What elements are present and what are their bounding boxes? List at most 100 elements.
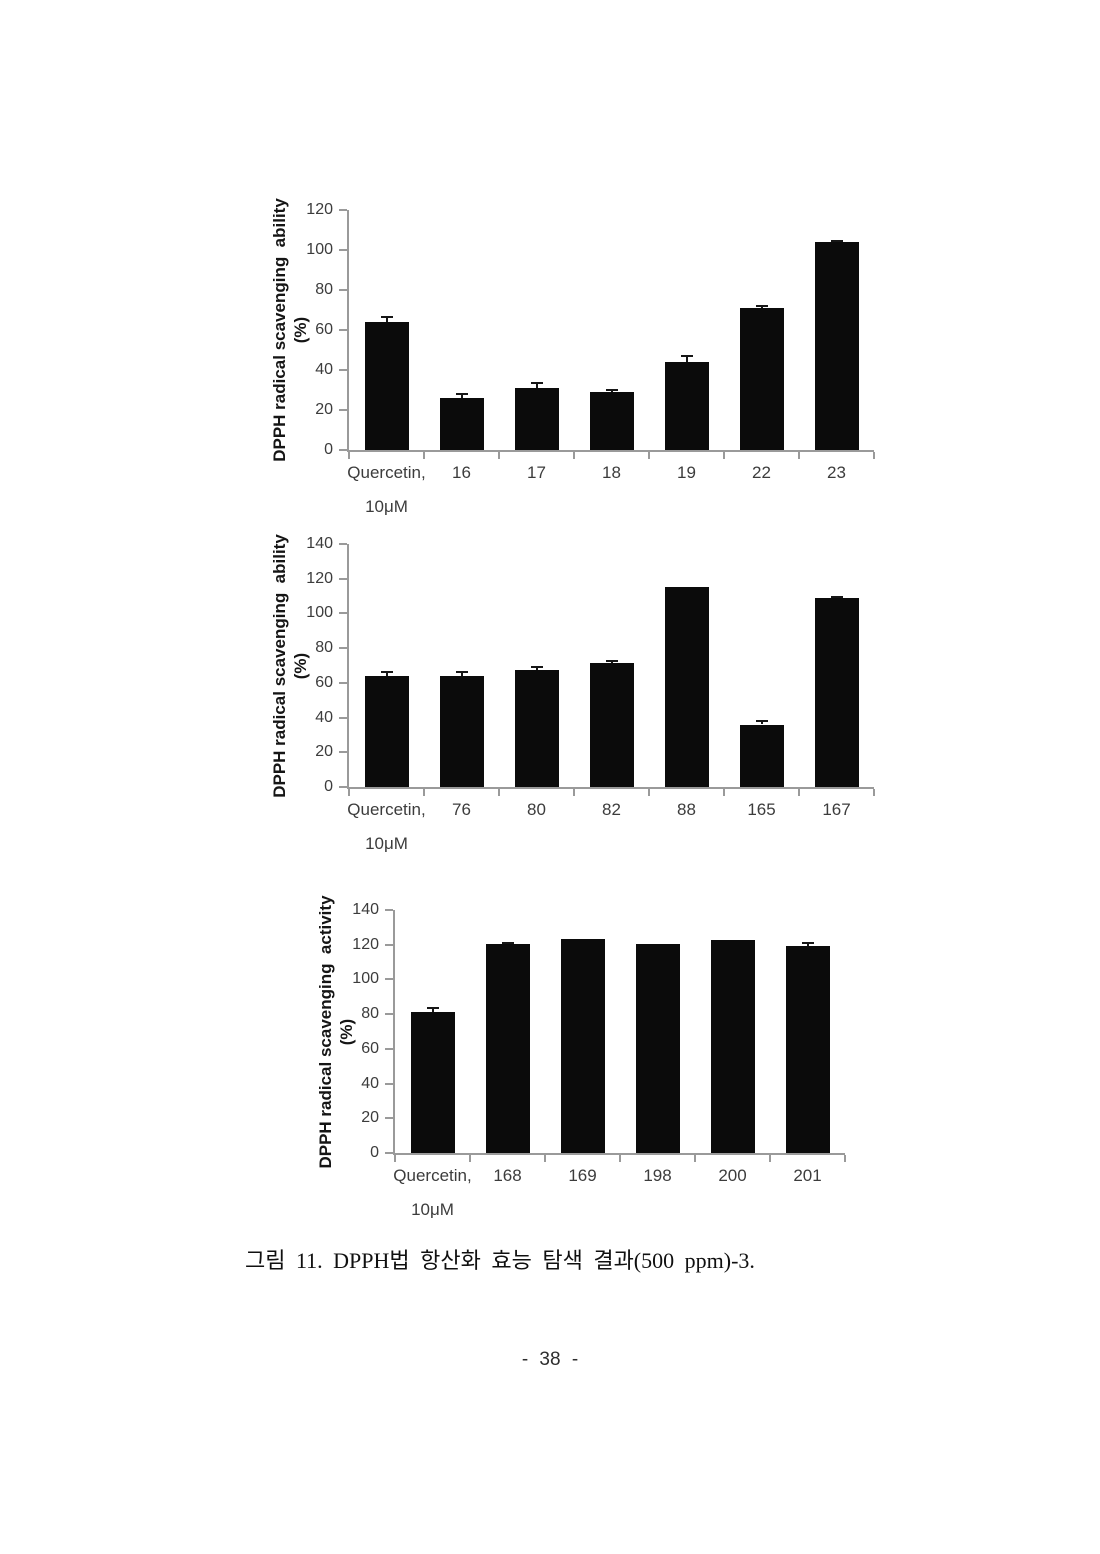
x-tick-mark	[394, 1155, 396, 1162]
x-tick-mark	[544, 1155, 546, 1162]
y-tick-mark	[339, 249, 347, 251]
x-category-label: 22	[752, 463, 771, 482]
bar	[485, 943, 530, 1153]
error-bar-cap	[426, 1007, 439, 1010]
y-tick-label: 80	[315, 281, 333, 298]
y-tick-mark	[339, 329, 347, 331]
x-category-label: 200	[718, 1166, 747, 1185]
y-tick-label: 20	[315, 743, 333, 761]
x-tick-mark	[573, 789, 575, 796]
y-tick-label: 100	[306, 604, 333, 622]
y-axis-title-unit: (%)	[291, 316, 310, 344]
y-tick-mark	[339, 409, 347, 411]
error-bar-cap	[755, 720, 768, 723]
error-bar-cap	[530, 382, 543, 384]
y-tick-label: 40	[315, 708, 333, 726]
bar	[364, 675, 409, 787]
x-category-label: 17	[527, 463, 546, 482]
y-tick-mark	[339, 751, 347, 754]
error-bar-cap	[830, 240, 843, 242]
x-tick-mark	[498, 452, 500, 459]
x-category-label: 16	[452, 463, 471, 482]
y-tick-label: 80	[361, 1005, 379, 1023]
bar	[664, 587, 709, 787]
error-bar-cap	[680, 355, 693, 358]
error-bar-cap	[801, 942, 814, 945]
bar	[439, 675, 484, 787]
y-tick-mark	[339, 716, 347, 719]
x-tick-mark	[844, 1155, 846, 1162]
y-tick-mark	[339, 647, 347, 650]
x-category-label: 165	[747, 800, 776, 819]
y-tick-label: 140	[306, 535, 333, 552]
x-category-label: 82	[602, 800, 621, 819]
bar	[364, 322, 409, 450]
error-bar-stem	[760, 721, 763, 725]
x-tick-mark	[498, 789, 500, 796]
y-tick-label: 0	[324, 778, 333, 795]
y-tick-label: 120	[352, 935, 379, 953]
y-tick-label: 140	[352, 901, 379, 918]
x-category-label-line2: 10μM	[411, 1200, 454, 1219]
error-bar-stem	[431, 1008, 434, 1012]
bar	[439, 398, 484, 450]
x-category-label: Quercetin,	[347, 800, 426, 819]
bar	[410, 1011, 455, 1153]
x-category-label: 80	[527, 800, 546, 819]
y-tick-label: 120	[306, 201, 333, 218]
x-tick-mark	[648, 452, 650, 459]
error-bar-cap	[380, 316, 393, 318]
x-tick-mark	[573, 452, 575, 459]
y-tick-mark	[385, 1047, 393, 1050]
y-tick-label: 20	[361, 1109, 379, 1127]
x-axis-line	[347, 450, 874, 452]
y-axis-line	[393, 910, 395, 1155]
y-tick-mark	[339, 786, 347, 788]
error-bar-stem	[535, 383, 538, 388]
y-tick-mark	[339, 543, 347, 545]
error-bar-stem	[806, 943, 809, 947]
y-tick-mark	[339, 209, 347, 211]
y-tick-label: 60	[315, 321, 333, 338]
y-axis-line	[347, 210, 349, 452]
x-tick-mark	[648, 789, 650, 796]
y-tick-label: 60	[361, 1039, 379, 1057]
bar	[739, 724, 784, 787]
x-tick-mark	[469, 1155, 471, 1162]
x-category-label: 167	[822, 800, 851, 819]
y-tick-mark	[385, 909, 393, 911]
error-bar-stem	[385, 317, 388, 322]
y-axis-title-unit: (%)	[337, 1018, 356, 1045]
x-category-label: 23	[827, 463, 846, 482]
y-tick-mark	[339, 369, 347, 371]
error-bar-cap	[605, 389, 618, 392]
bar	[814, 242, 859, 450]
y-axis-title: DPPH radical scavenging ability (%)	[269, 526, 311, 806]
x-category-label: 18	[602, 463, 621, 482]
y-tick-mark	[339, 681, 347, 684]
y-tick-label: 120	[306, 569, 333, 587]
error-bar-stem	[685, 356, 688, 362]
error-bar-stem	[460, 672, 463, 676]
x-category-label: 169	[568, 1166, 597, 1185]
bar	[785, 946, 830, 1153]
x-tick-mark	[873, 789, 875, 796]
error-bar-stem	[385, 671, 388, 676]
x-tick-mark	[723, 452, 725, 459]
error-bar-cap	[530, 666, 543, 669]
bar	[739, 308, 784, 450]
x-tick-mark	[798, 452, 800, 459]
y-tick-label: 100	[352, 970, 379, 988]
x-category-label: Quercetin,	[393, 1166, 472, 1185]
y-tick-mark	[385, 943, 393, 946]
error-bar-stem	[535, 667, 538, 670]
x-tick-mark	[619, 1155, 621, 1162]
error-bar-cap	[501, 941, 514, 944]
y-axis-title-text: DPPH radical scavenging ability	[270, 198, 289, 462]
y-tick-mark	[339, 289, 347, 291]
error-bar-stem	[460, 394, 463, 398]
y-axis-title: DPPH radical scavenging activity (%)	[315, 892, 357, 1172]
x-tick-mark	[873, 452, 875, 459]
y-axis-title-text: DPPH radical scavenging ability	[270, 533, 289, 798]
